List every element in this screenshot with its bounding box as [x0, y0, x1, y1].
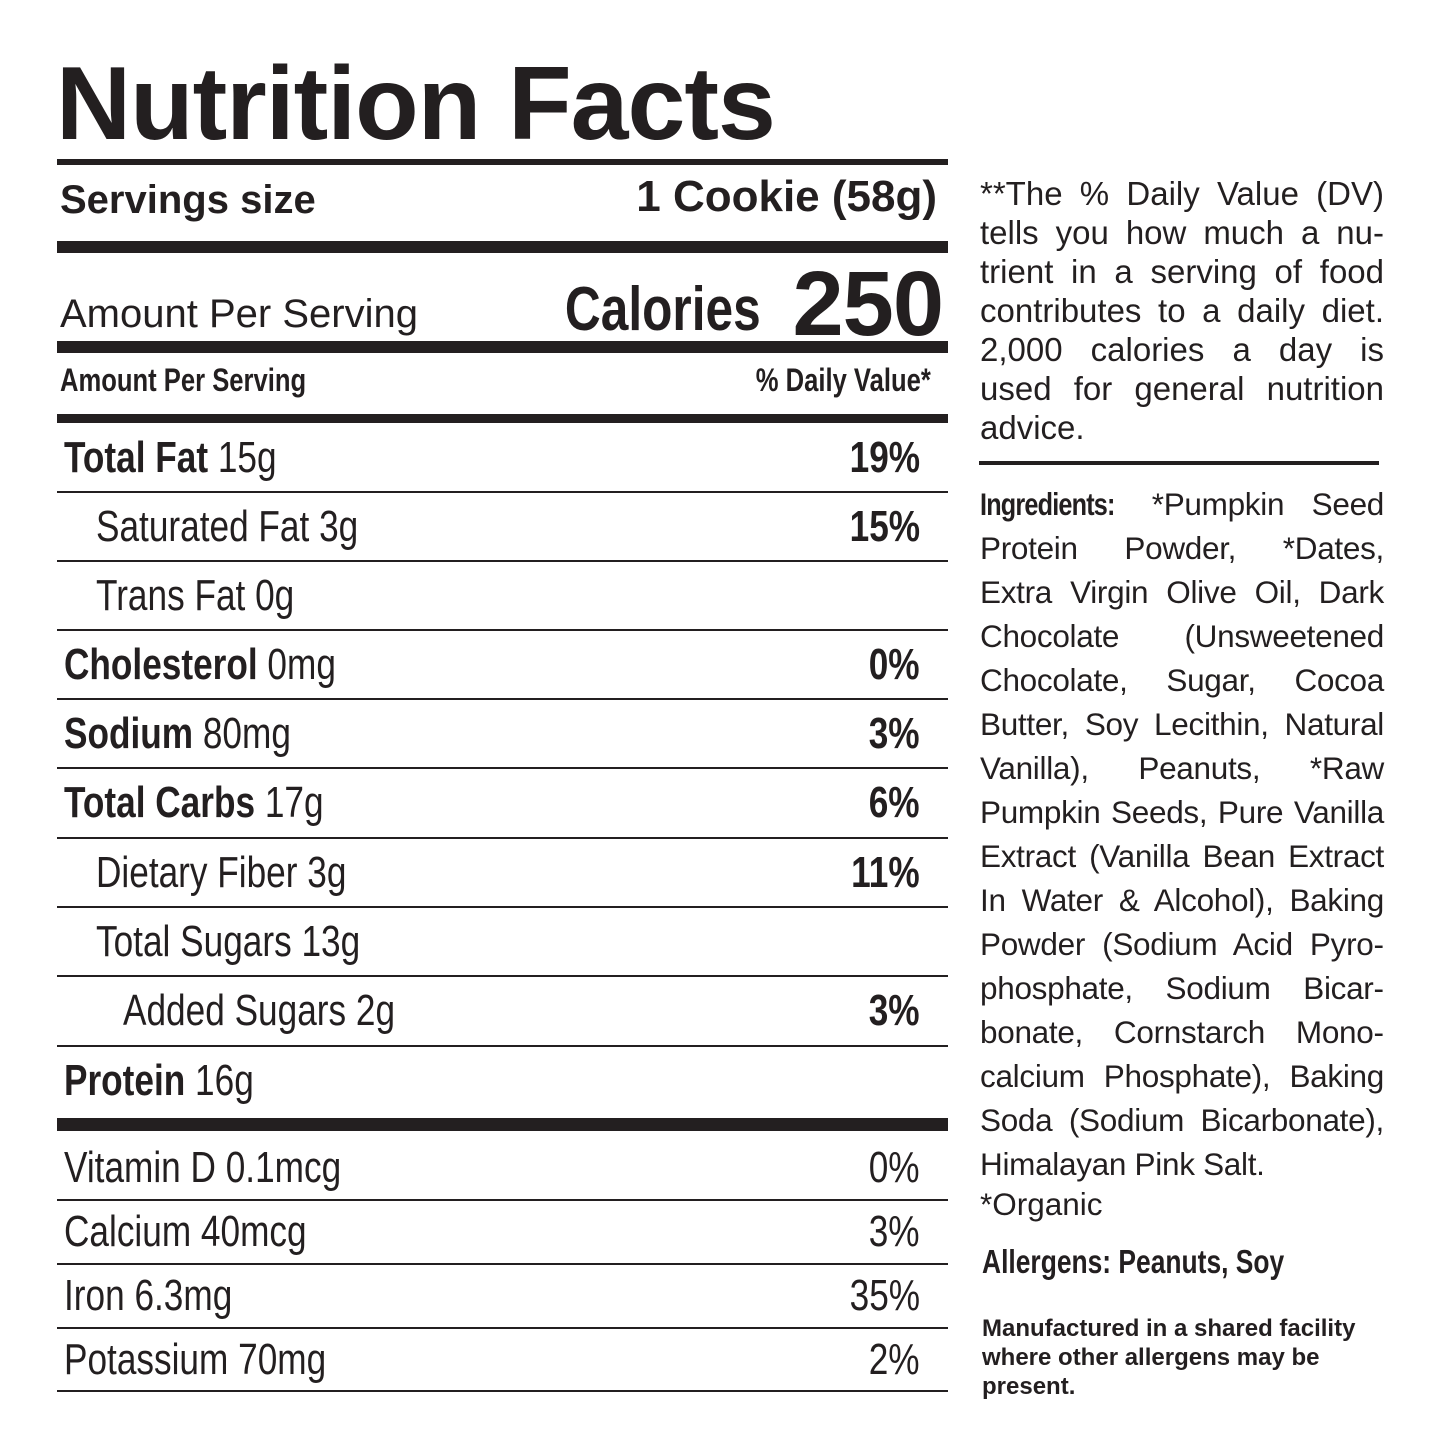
nutrient-daily-value: 19% [849, 433, 920, 482]
nutrient-row-trans-fat: Trans Fat 0g [57, 562, 948, 630]
vitamin-daily-value: 3% [869, 1207, 920, 1256]
row-divider [57, 560, 948, 562]
nutrient-name: Protein [64, 1056, 186, 1105]
nutrient-name: Saturated Fat [96, 502, 310, 551]
nutrient-amount: 0g [255, 571, 295, 620]
nutrient-name: Total Carbs [64, 778, 256, 827]
calories-label: Calories [565, 275, 761, 344]
vitamin-row-potassium: Potassium 70mg 2% [57, 1328, 948, 1392]
bottom-rule [57, 1390, 948, 1392]
nutrient-amount: 13g [301, 917, 361, 966]
nutrient-name: Total Sugars [96, 917, 292, 966]
nutrient-amount: 3g [319, 502, 359, 551]
nutrient-amount: 0mg [267, 640, 336, 689]
nutrient-amount: 16g [195, 1056, 254, 1105]
nutrient-row-total-sugars: Total Sugars 13g [57, 908, 948, 976]
vitamin-daily-value: 35% [849, 1271, 920, 1320]
calories-rule [57, 341, 948, 353]
row-divider [57, 1263, 948, 1265]
ingredients-text: *Pumpkin Seed Protein Powder, *Dates, Ex… [980, 486, 1385, 1182]
vitamin-amount: 70mg [238, 1335, 327, 1384]
row-divider [57, 1199, 948, 1201]
row-divider [57, 491, 948, 493]
nutrient-name: Added Sugars [123, 986, 347, 1035]
nutrient-row-sodium: Sodium 80mg 3% [57, 700, 948, 768]
nutrient-daily-value: 3% [869, 709, 920, 758]
serving-size-value: 1 Cookie (58g) [636, 172, 937, 221]
side-divider [979, 461, 1379, 465]
nutrient-row-saturated-fat: Saturated Fat 3g 15% [57, 493, 948, 561]
nutrient-row-cholesterol: Cholesterol 0mg 0% [57, 631, 948, 699]
serving-rule [57, 241, 948, 253]
serving-size-label: Servings size [60, 178, 316, 222]
vitamin-row-iron: Iron 6.3mg 35% [57, 1264, 948, 1328]
nutrient-row-total-fat: Total Fat 15g 19% [57, 424, 948, 492]
allergens-statement: Allergens: Peanuts, Soy [982, 1243, 1285, 1280]
nutrient-amount: 17g [264, 778, 324, 827]
vitamin-amount: 40mcg [200, 1207, 307, 1256]
label-title: Nutrition Facts [56, 46, 776, 162]
nutrient-amount: 15g [217, 433, 277, 482]
nutrient-row-dietary-fiber: Dietary Fiber 3g 11% [57, 839, 948, 907]
nutrient-row-total-carbs: Total Carbs 17g 6% [57, 769, 948, 837]
organic-note: *Organic [980, 1186, 1103, 1222]
row-divider [57, 1327, 948, 1329]
row-divider [57, 906, 948, 908]
nutrient-amount: 2g [355, 986, 396, 1035]
row-divider [57, 837, 948, 839]
daily-value-footnote: **The % Daily Value (DV) tells you how m… [980, 175, 1384, 446]
nutrient-amount: 3g [307, 848, 347, 897]
facility-note: Manufactured in a shared facility where … [982, 1315, 1356, 1400]
row-divider [57, 975, 948, 977]
vitamin-name: Potassium [64, 1335, 229, 1384]
nutrient-daily-value: 15% [849, 502, 920, 551]
header-rule [57, 414, 948, 423]
vitamin-row-vitamin-d: Vitamin D 0.1mcg 0% [57, 1136, 948, 1200]
row-divider [57, 1045, 948, 1047]
vitamin-name: Iron [64, 1271, 125, 1320]
nutrient-name: Sodium [64, 709, 194, 758]
ingredients-paragraph: Ingredients: *Pumpkin Seed Protein Powde… [980, 482, 1384, 1186]
nutrient-name: Cholesterol [64, 640, 258, 689]
calories-value: 250 [792, 253, 944, 355]
nutrient-name: Trans Fat [96, 571, 246, 620]
nutrient-daily-value: 11% [851, 848, 920, 897]
nutrient-row-protein: Protein 16g [57, 1047, 948, 1115]
vitamin-amount: 6.3mg [134, 1271, 233, 1320]
vitamin-row-calcium: Calcium 40mcg 3% [57, 1200, 948, 1264]
vitamin-name: Vitamin D [64, 1143, 216, 1192]
vitamin-daily-value: 2% [869, 1335, 920, 1384]
row-divider [57, 629, 948, 631]
ingredients-label: Ingredients: [980, 486, 1115, 522]
nutrient-daily-value: 0% [869, 640, 920, 689]
protein-rule [57, 1118, 948, 1131]
nutrient-name: Total Fat [64, 433, 209, 482]
row-divider [57, 698, 948, 700]
nutrient-name: Dietary Fiber [96, 848, 298, 897]
nutrient-daily-value: 3% [869, 986, 920, 1035]
nutrient-daily-value: 6% [869, 778, 920, 827]
vitamin-name: Calcium [64, 1207, 192, 1256]
vitamin-daily-value: 0% [869, 1143, 920, 1192]
amount-per-serving-label: Amount Per Serving [60, 292, 418, 336]
row-divider [57, 767, 948, 769]
nutrient-row-added-sugars: Added Sugars 2g 3% [57, 977, 948, 1045]
column-header-daily-value: % Daily Value* [755, 362, 931, 398]
top-rule [57, 159, 948, 165]
vitamin-amount: 0.1mcg [225, 1143, 342, 1192]
nutrient-amount: 80mg [202, 709, 291, 758]
column-header-amount: Amount Per Serving [60, 362, 307, 398]
